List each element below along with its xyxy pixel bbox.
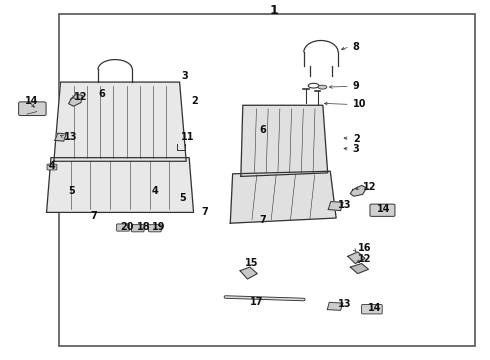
Text: 9: 9 — [353, 81, 360, 91]
Text: 12: 12 — [363, 182, 376, 192]
Polygon shape — [47, 158, 194, 212]
Text: 20: 20 — [120, 222, 134, 232]
Text: 14: 14 — [24, 96, 38, 106]
Text: 7: 7 — [260, 215, 267, 225]
Text: 19: 19 — [152, 222, 166, 232]
Text: 18: 18 — [137, 222, 151, 232]
Polygon shape — [327, 302, 343, 310]
FancyBboxPatch shape — [19, 102, 46, 116]
FancyBboxPatch shape — [47, 164, 57, 170]
Polygon shape — [328, 202, 343, 211]
FancyBboxPatch shape — [148, 225, 161, 232]
Text: 13: 13 — [338, 200, 352, 210]
Ellipse shape — [318, 85, 327, 89]
Text: 14: 14 — [377, 204, 391, 214]
Text: 14: 14 — [368, 303, 381, 313]
FancyBboxPatch shape — [131, 225, 144, 232]
Text: 6: 6 — [260, 125, 267, 135]
FancyBboxPatch shape — [370, 204, 395, 216]
Polygon shape — [69, 94, 82, 106]
Polygon shape — [54, 82, 186, 161]
Text: 4: 4 — [49, 161, 56, 171]
Text: 3: 3 — [353, 144, 360, 154]
Text: 15: 15 — [245, 258, 259, 268]
Text: 16: 16 — [358, 243, 371, 253]
Text: 5: 5 — [179, 193, 186, 203]
Polygon shape — [348, 252, 365, 264]
Polygon shape — [230, 171, 336, 223]
Polygon shape — [350, 185, 367, 196]
Text: 7: 7 — [91, 211, 98, 221]
Text: 7: 7 — [201, 207, 208, 217]
Text: 11: 11 — [181, 132, 195, 142]
Text: 13: 13 — [64, 132, 77, 142]
FancyBboxPatch shape — [362, 305, 382, 314]
Text: 3: 3 — [181, 71, 188, 81]
Text: 12: 12 — [74, 92, 87, 102]
Text: 10: 10 — [353, 99, 367, 109]
Text: 4: 4 — [152, 186, 159, 196]
Polygon shape — [55, 133, 66, 141]
Text: 13: 13 — [338, 299, 352, 309]
Polygon shape — [240, 267, 257, 279]
Polygon shape — [350, 264, 368, 274]
Text: 8: 8 — [353, 42, 360, 52]
Text: 6: 6 — [98, 89, 105, 99]
Text: 12: 12 — [358, 254, 371, 264]
Polygon shape — [241, 105, 328, 176]
Text: 17: 17 — [250, 297, 264, 307]
Text: 1: 1 — [270, 4, 278, 17]
Bar — [59, 14, 475, 346]
Text: 5: 5 — [69, 186, 75, 196]
FancyBboxPatch shape — [117, 224, 129, 231]
Text: 2: 2 — [353, 134, 360, 144]
Text: 2: 2 — [191, 96, 198, 106]
